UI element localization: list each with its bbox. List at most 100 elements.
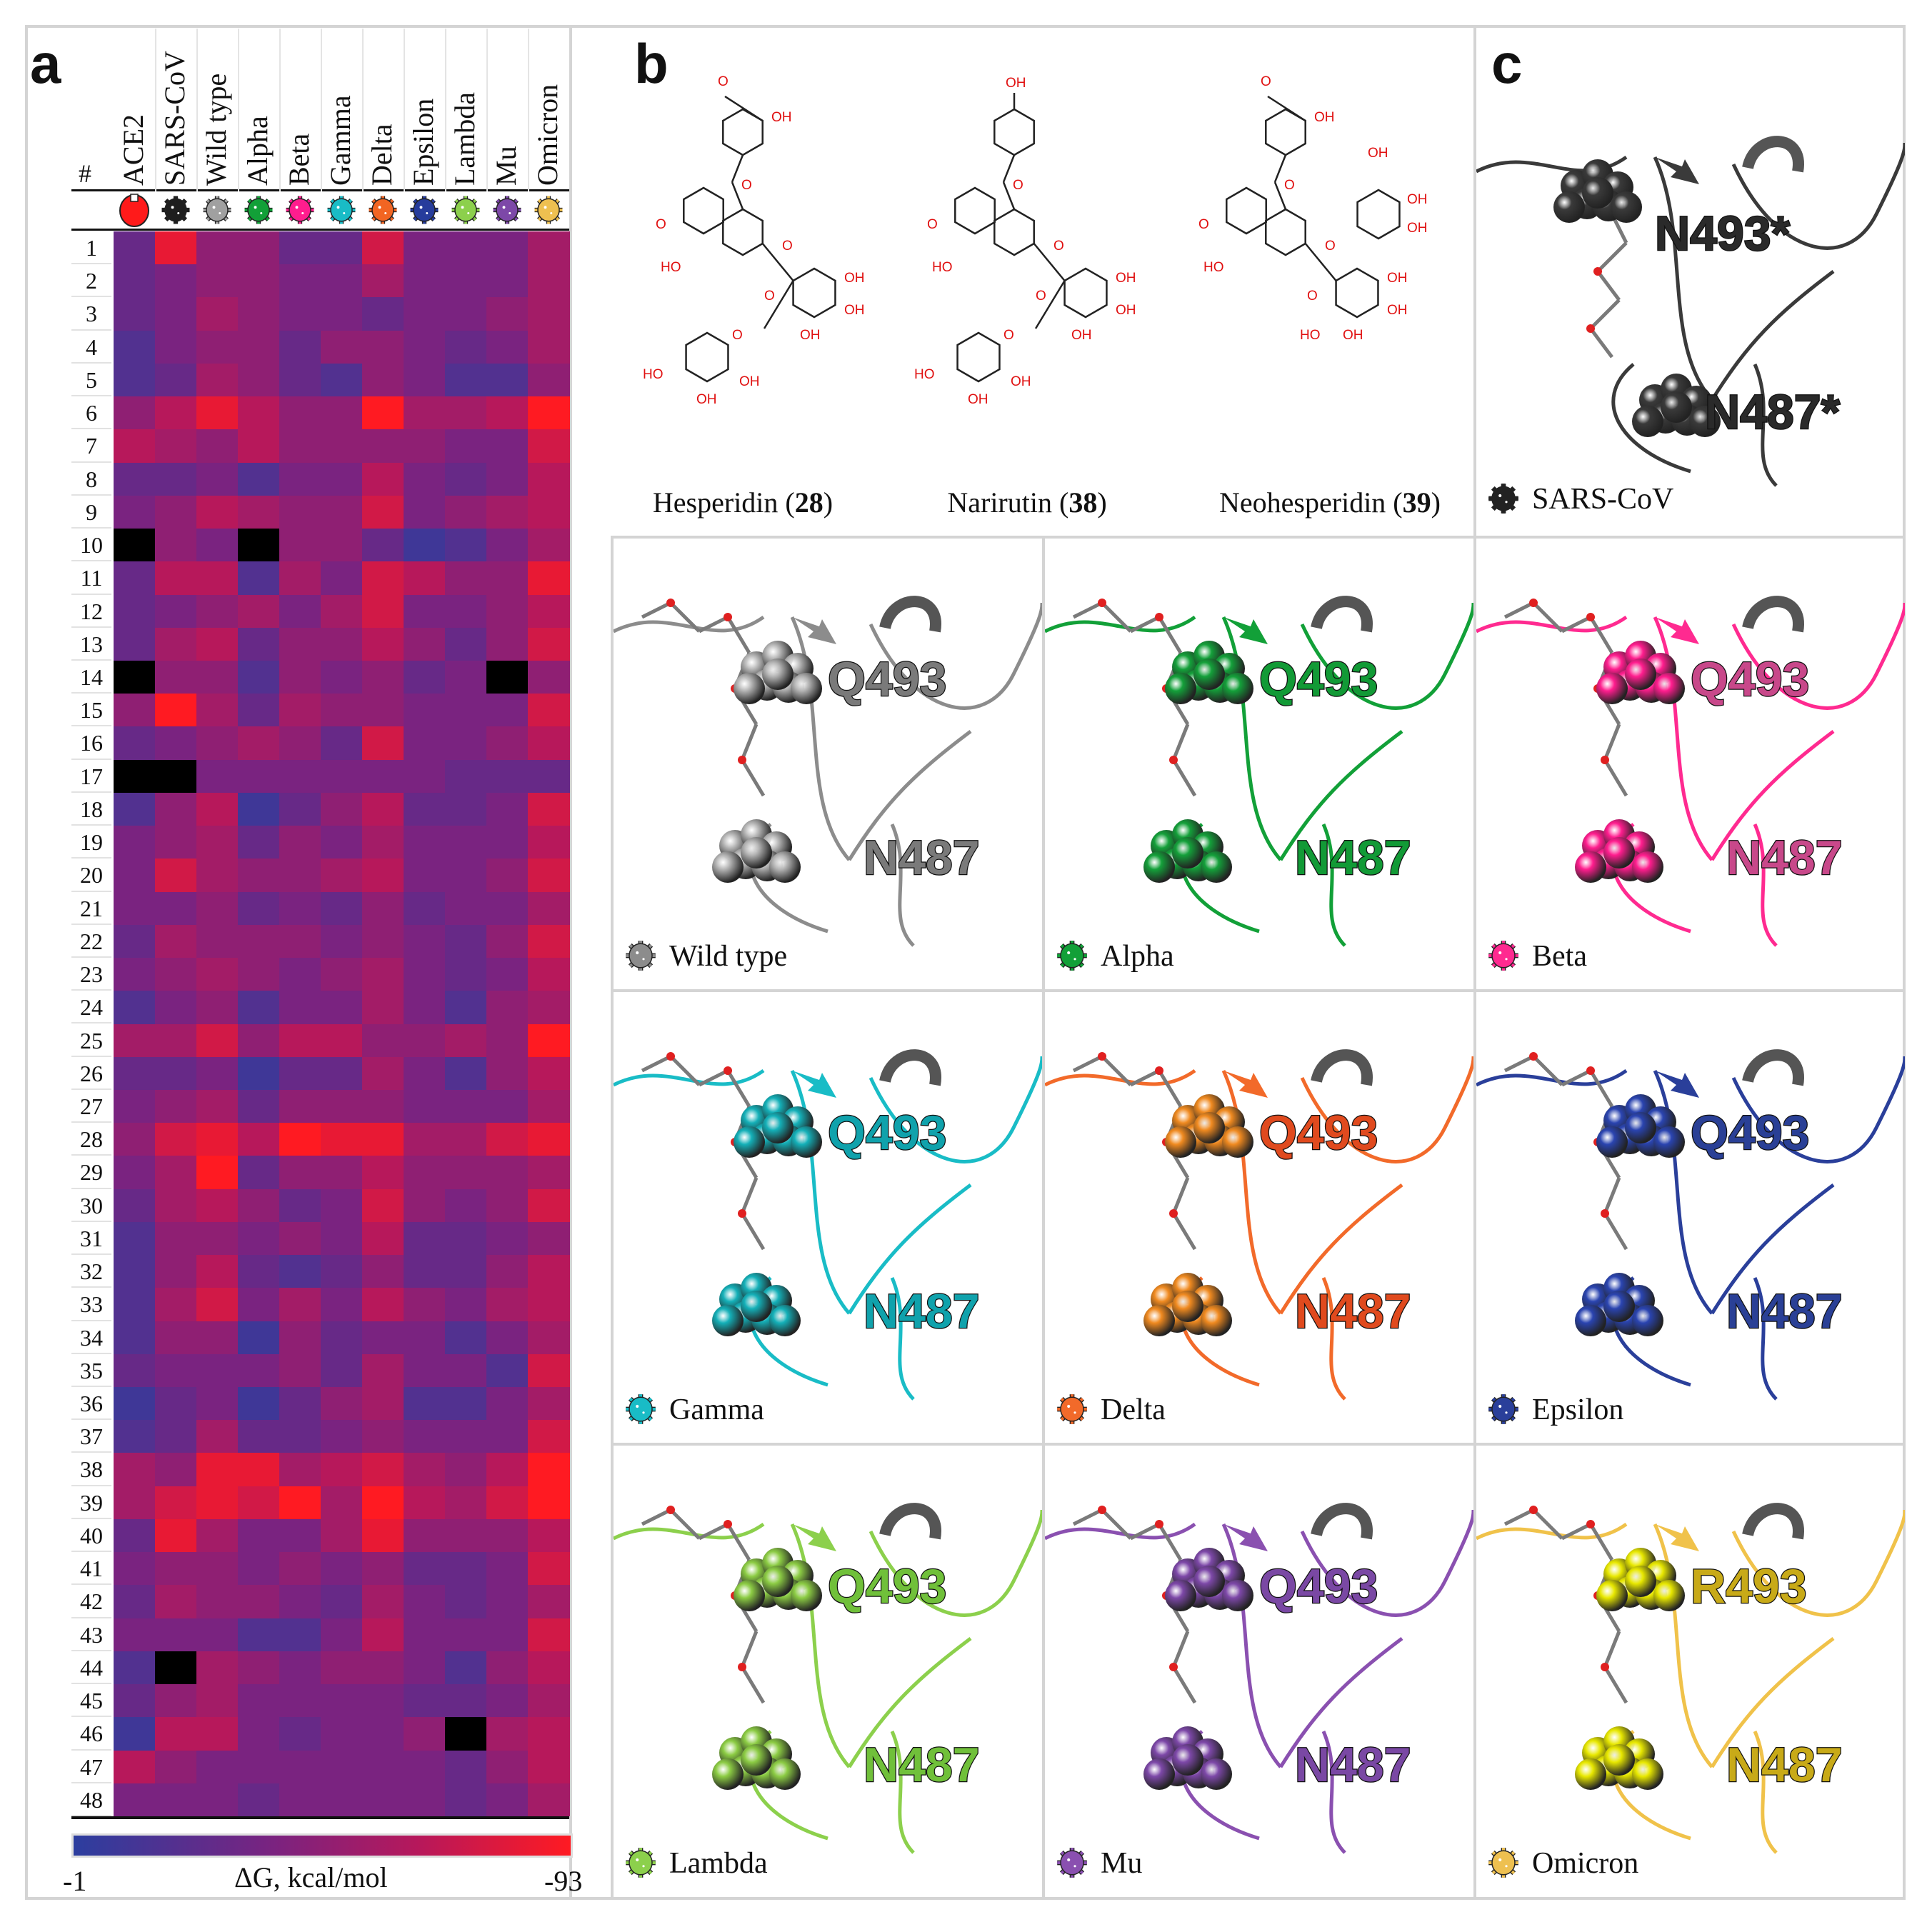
heatmap-cell bbox=[362, 1651, 404, 1685]
heatmap-cell bbox=[279, 1552, 321, 1586]
heatmap-cell bbox=[238, 1717, 280, 1751]
heatmap-cell bbox=[238, 1221, 280, 1256]
heatmap-cell bbox=[279, 594, 321, 629]
atom-label: O bbox=[1198, 217, 1209, 232]
heatmap-cell bbox=[362, 1321, 404, 1355]
heatmap-cell bbox=[321, 1453, 363, 1487]
heatmap-cell bbox=[196, 1717, 239, 1751]
residue-spheres bbox=[1165, 1094, 1253, 1158]
heatmap-cell bbox=[486, 859, 529, 893]
heatmap-cell bbox=[114, 495, 156, 529]
variant-legend: SARS-CoV bbox=[1488, 483, 1673, 516]
heatmap-cell bbox=[155, 1486, 197, 1520]
heatmap-cell bbox=[279, 627, 321, 661]
heatmap-cell bbox=[196, 297, 239, 331]
heatmap-cell bbox=[155, 792, 197, 826]
virus-icon bbox=[451, 196, 480, 224]
heatmap-cell bbox=[196, 330, 239, 364]
column-icon bbox=[286, 196, 314, 224]
column-header-label: Lambda bbox=[449, 91, 481, 186]
variant-name: Mu bbox=[1101, 1847, 1142, 1880]
heatmap-cell bbox=[279, 1056, 321, 1091]
heatmap-cell bbox=[404, 1188, 446, 1223]
row-label: 13 bbox=[71, 628, 111, 661]
column-header-label: Alpha bbox=[241, 116, 274, 186]
heatmap-cell bbox=[362, 462, 404, 496]
virus-icon bbox=[1488, 1848, 1518, 1878]
column-icon bbox=[369, 196, 397, 224]
residue-label: N487 bbox=[1726, 831, 1843, 885]
residue-spheres bbox=[734, 1548, 822, 1611]
heatmap-cell bbox=[486, 1420, 529, 1453]
heatmap-cell bbox=[114, 1123, 156, 1156]
heatmap-cell bbox=[238, 1618, 280, 1652]
row-label: 46 bbox=[71, 1717, 111, 1751]
variant-name: Alpha bbox=[1101, 940, 1174, 973]
row-label: 40 bbox=[71, 1519, 111, 1553]
divider bbox=[611, 536, 1906, 539]
atom-label: O bbox=[1053, 239, 1064, 254]
heatmap-cell bbox=[114, 759, 156, 794]
heatmap-cell bbox=[445, 1651, 487, 1685]
heatmap-cell bbox=[404, 924, 446, 959]
residue-spheres bbox=[1143, 1273, 1232, 1336]
heatmap-cell bbox=[196, 1783, 239, 1817]
variant-legend: Mu bbox=[1057, 1847, 1142, 1880]
atom-label: OH bbox=[1006, 76, 1026, 91]
heatmap-cell bbox=[362, 1221, 404, 1256]
heatmap-cell bbox=[196, 1123, 239, 1156]
heatmap-cell bbox=[362, 891, 404, 926]
heatmap-cell bbox=[279, 958, 321, 991]
heatmap-cell bbox=[238, 891, 280, 926]
virus-icon bbox=[1057, 1848, 1087, 1878]
heatmap-cell bbox=[362, 1783, 404, 1817]
heatmap-cell bbox=[114, 396, 156, 430]
heatmap-cell bbox=[528, 792, 570, 826]
heatmap-cell bbox=[279, 1618, 321, 1652]
heatmap-cell bbox=[486, 1783, 529, 1817]
heatmap-cell bbox=[238, 1288, 280, 1322]
heatmap-cell bbox=[404, 1221, 446, 1256]
heatmap-cell bbox=[155, 561, 197, 595]
heatmap-cell bbox=[528, 694, 570, 727]
column-divider bbox=[279, 29, 281, 191]
heatmap-cell bbox=[445, 264, 487, 298]
heatmap-cell bbox=[486, 1585, 529, 1619]
heatmap-cell bbox=[362, 429, 404, 464]
heatmap-cell bbox=[196, 726, 239, 761]
protein-ribbon bbox=[1476, 136, 1905, 487]
heatmap-cell bbox=[321, 1552, 363, 1586]
heatmap-cell bbox=[445, 594, 487, 629]
heatmap-cell bbox=[279, 1089, 321, 1123]
heatmap-cell bbox=[321, 429, 363, 464]
heatmap-cell bbox=[196, 363, 239, 397]
footer-rule bbox=[71, 1816, 569, 1819]
row-label: 29 bbox=[71, 1156, 111, 1189]
variant-legend: Alpha bbox=[1057, 940, 1174, 973]
heatmap-cell bbox=[321, 924, 363, 959]
heatmap-cell bbox=[486, 1023, 529, 1058]
heatmap-cell bbox=[362, 759, 404, 794]
heatmap-cell bbox=[445, 363, 487, 397]
heatmap-cell bbox=[196, 1056, 239, 1091]
column-header: Delta bbox=[362, 43, 404, 186]
heatmap-cell bbox=[196, 1750, 239, 1784]
heatmap-cell bbox=[238, 792, 280, 826]
heatmap-cell bbox=[362, 1750, 404, 1784]
heatmap-cell bbox=[486, 1684, 529, 1718]
heatmap-cell bbox=[528, 1552, 570, 1586]
heatmap-cell bbox=[445, 1023, 487, 1058]
heatmap-cell bbox=[238, 826, 280, 859]
protein-ribbon bbox=[1476, 596, 1905, 947]
atom-label: OH bbox=[800, 328, 821, 343]
atom-label: OH bbox=[1343, 328, 1363, 343]
heatmap-cell bbox=[196, 1387, 239, 1421]
atom-label: OH bbox=[1368, 146, 1388, 161]
heatmap-cell bbox=[486, 958, 529, 991]
heatmap-cell bbox=[445, 694, 487, 727]
row-label: 20 bbox=[71, 859, 111, 892]
column-header-label: Gamma bbox=[324, 95, 356, 186]
variant-legend: Omicron bbox=[1488, 1847, 1638, 1880]
residue-label: Q493 bbox=[1259, 1106, 1378, 1160]
heatmap-cell bbox=[238, 859, 280, 893]
